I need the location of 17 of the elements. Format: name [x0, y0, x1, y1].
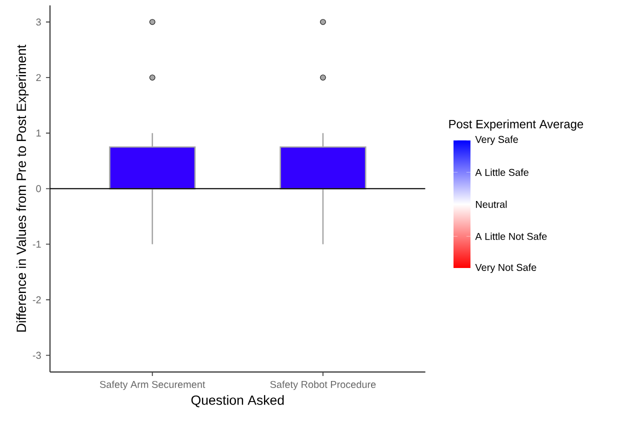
x-tick-label: Safety Robot Procedure: [270, 380, 376, 390]
y-tick-label: 3: [36, 18, 41, 26]
x-tick-label: Safety Arm Securement: [100, 380, 206, 390]
color-bar-label: A Little Not Safe: [475, 232, 547, 240]
color-bar-label: Very Not Safe: [475, 264, 536, 273]
y-axis-title: Difference in Values from Pre to Post Experiment: [16, 44, 29, 332]
y-tick-label: -2: [32, 296, 41, 304]
color-bar-title: Post Experiment Average: [449, 120, 584, 131]
x-axis-title: Question Asked: [191, 395, 284, 408]
y-tick-label: -3: [32, 352, 41, 359]
y-tick-label: 2: [36, 74, 41, 82]
y-tick-label: 1: [36, 130, 41, 137]
color-bar-label: Very Safe: [475, 136, 518, 145]
y-tick-label: 0: [36, 185, 41, 192]
color-bar-label: Neutral: [476, 200, 507, 208]
y-tick-label: -1: [32, 240, 41, 248]
color-bar-label: A Little Safe: [475, 168, 528, 176]
